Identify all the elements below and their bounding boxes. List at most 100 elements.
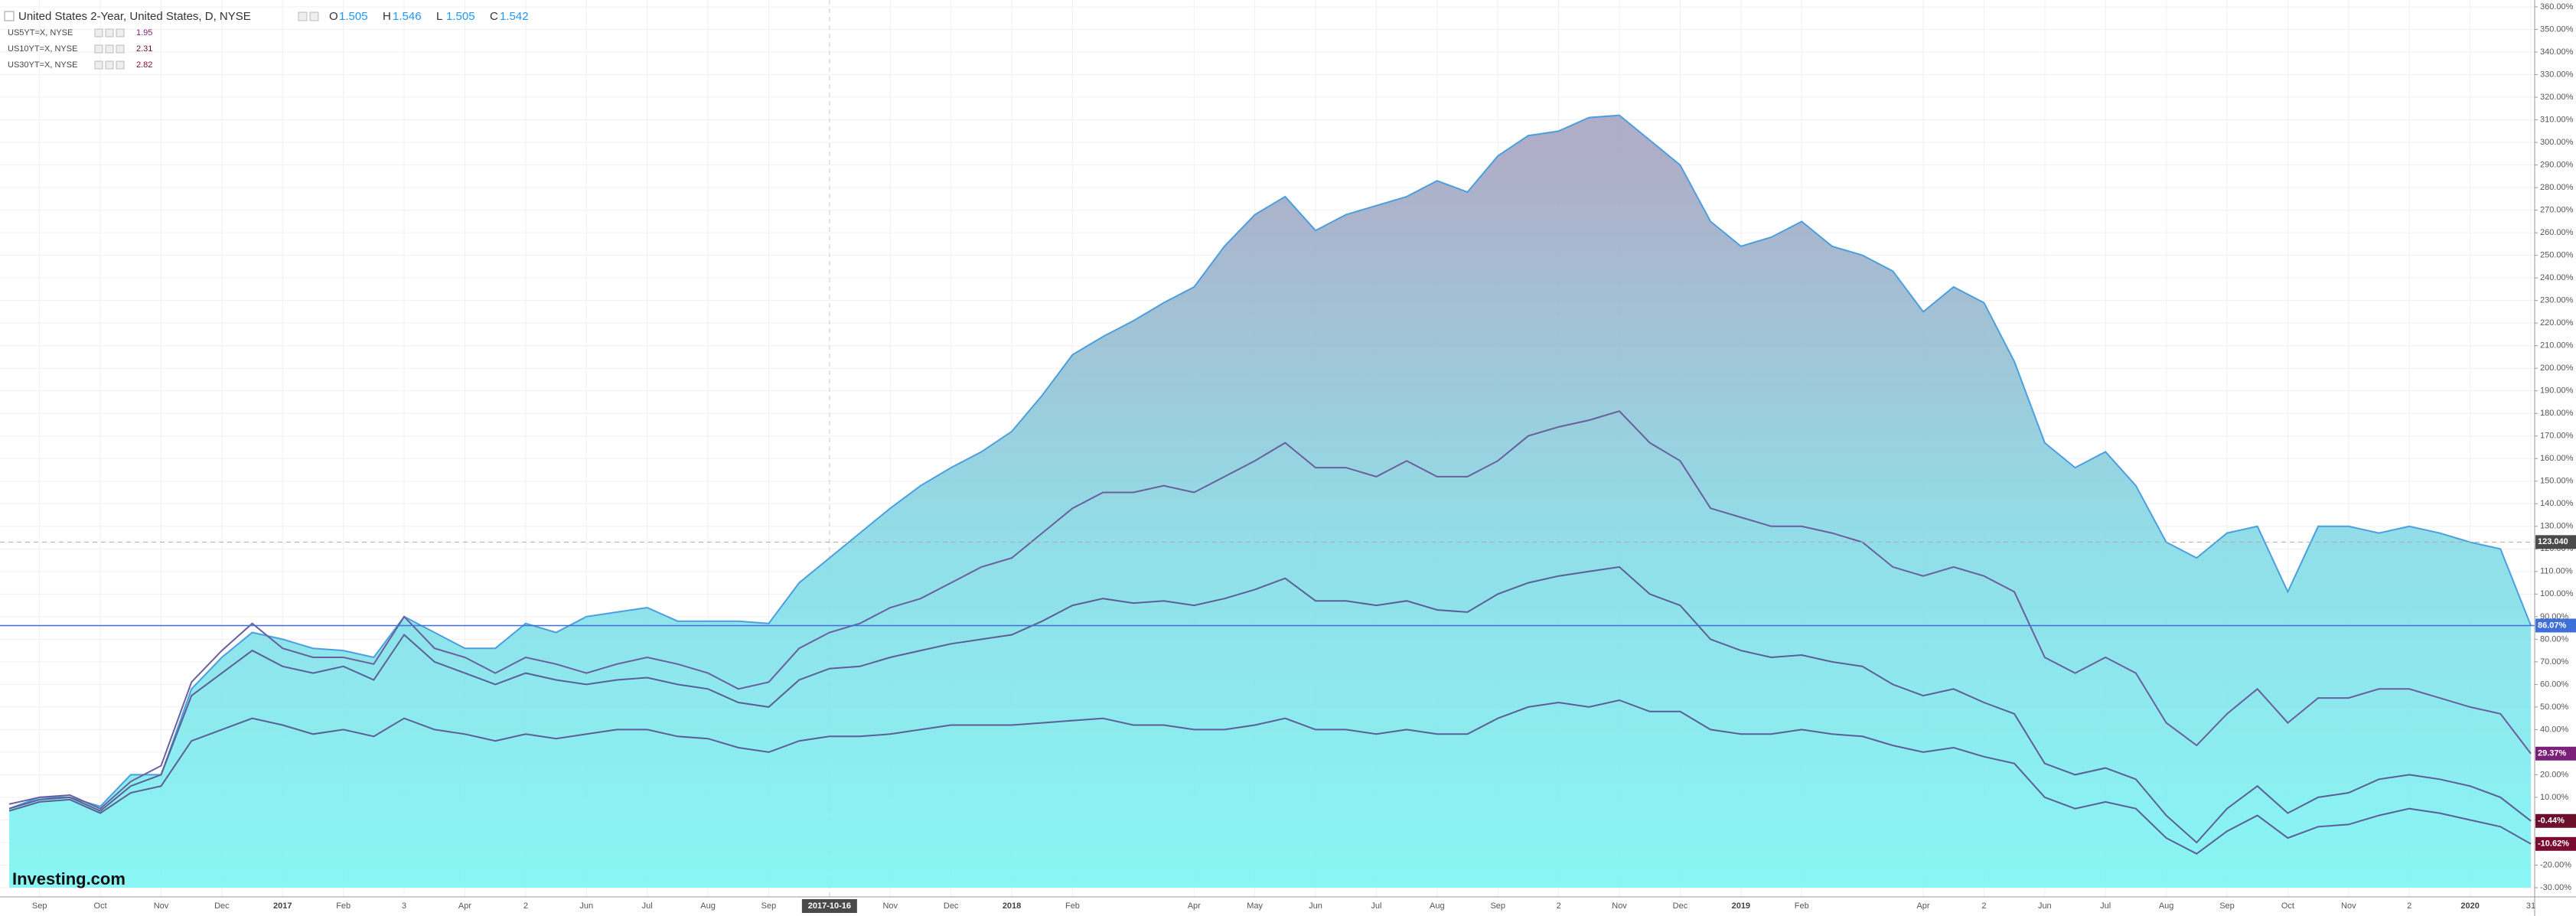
y-tick-label: 50.00%: [2540, 702, 2569, 712]
last-value-label: -10.62%: [2538, 839, 2569, 849]
collapse-button[interactable]: [4, 11, 15, 21]
ohlc-value: 1.505: [339, 10, 368, 23]
legend-icon[interactable]: [94, 60, 103, 70]
x-tick-label: Jul: [1371, 901, 1381, 911]
y-tick-label: 360.00%: [2540, 2, 2574, 11]
y-tick-label: 240.00%: [2540, 273, 2574, 282]
y-tick-label: 210.00%: [2540, 341, 2574, 350]
last-value-label: 86.07%: [2538, 621, 2567, 630]
x-tick-label: Jul: [642, 901, 653, 911]
last-value-box: [2535, 618, 2576, 633]
x-tick-label: Jun: [579, 901, 593, 911]
x-tick-label: Dec: [1673, 901, 1688, 911]
x-tick-label: Nov: [882, 901, 898, 911]
x-tick-label: 2: [1981, 901, 1986, 911]
logo: Investing.com: [12, 869, 126, 888]
y-tick-label: 110.00%: [2540, 567, 2573, 576]
x-tick-label: Aug: [2159, 901, 2174, 911]
legend-icon[interactable]: [116, 44, 125, 54]
x-tick-label: Nov: [1612, 901, 1627, 911]
y-tick-label: 180.00%: [2540, 409, 2574, 418]
legend-icon[interactable]: [94, 28, 103, 37]
legend-icon[interactable]: [94, 44, 103, 54]
legend-icon[interactable]: [309, 11, 319, 21]
y-tick-label: 230.00%: [2540, 296, 2574, 305]
x-tick-label: Dec: [214, 901, 230, 911]
legend-icon[interactable]: [105, 44, 114, 54]
y-tick-label: 290.00%: [2540, 160, 2574, 169]
y-tick-label: 190.00%: [2540, 386, 2574, 396]
ohlc-name: O: [329, 10, 338, 23]
y-tick-label: 340.00%: [2540, 47, 2574, 57]
last-value-label: -0.44%: [2538, 817, 2565, 826]
y-tick-label: 250.00%: [2540, 251, 2574, 260]
legend-icon[interactable]: [116, 60, 125, 70]
legend-value: 1.95: [136, 28, 152, 37]
x-tick-label: 2019: [1732, 901, 1750, 911]
x-tick-label: 3: [402, 901, 406, 911]
x-tick-label: Apr: [1916, 901, 1929, 911]
area: [9, 115, 2531, 888]
ohlc-value: 1.542: [500, 10, 529, 23]
x-tick-label: Nov: [154, 901, 169, 911]
y-tick-label: 150.00%: [2540, 477, 2574, 486]
legend-icon[interactable]: [105, 28, 114, 37]
y-tick-label: 220.00%: [2540, 318, 2574, 328]
x-tick-label: Sep: [2219, 901, 2235, 911]
legend-value: 2.31: [136, 44, 152, 54]
ohlc-name: L: [436, 10, 442, 23]
y-tick-label: 260.00%: [2540, 228, 2574, 237]
y-tick-label: -30.00%: [2540, 883, 2571, 892]
x-tick-label: Sep: [32, 901, 47, 911]
line: [8, 410, 2532, 810]
x-tick-label: 2020: [2460, 901, 2479, 911]
crosshair-label: 123.040: [2538, 537, 2568, 546]
y-tick-label: 130.00%: [2540, 522, 2574, 531]
legend-value: 2.82: [136, 60, 152, 70]
last-value-label: 29.37%: [2538, 749, 2567, 758]
x-tick-label: 2: [2407, 901, 2411, 911]
x-tick-label: Oct: [94, 901, 107, 911]
ohlc-name: C: [490, 10, 498, 23]
y-tick-label: 200.00%: [2540, 363, 2574, 373]
y-tick-label: 80.00%: [2540, 634, 2569, 644]
y-tick-label: 10.00%: [2540, 793, 2569, 802]
crosshair-x-box: [801, 899, 857, 913]
x-tick-label: 31: [2526, 901, 2535, 911]
x-tick-label: Aug: [700, 901, 716, 911]
x-tick-label: 2017: [273, 901, 292, 911]
y-tick-label: 330.00%: [2540, 70, 2574, 79]
x-tick-label: 2017-10-16: [808, 901, 851, 911]
y-tick-label: 270.00%: [2540, 206, 2574, 215]
y-tick-label: 300.00%: [2540, 138, 2574, 147]
legend-entry: US5YT=X, NYSE: [8, 28, 73, 37]
last-value-box: [2535, 746, 2576, 761]
legend-entry: US30YT=X, NYSE: [8, 60, 77, 70]
legend-icon[interactable]: [116, 28, 125, 37]
last-value-box: [2535, 836, 2576, 851]
x-tick-label: Apr: [1188, 901, 1201, 911]
area-line: [8, 114, 2532, 810]
x-tick-label: 2018: [1003, 901, 1021, 911]
y-tick-label: 20.00%: [2540, 770, 2569, 779]
line: [8, 566, 2532, 844]
legend-entry: US10YT=X, NYSE: [8, 44, 77, 54]
x-tick-label: Jul: [2100, 901, 2111, 911]
legend-icon[interactable]: [105, 60, 114, 70]
y-tick-label: 70.00%: [2540, 657, 2569, 667]
x-tick-label: Nov: [2341, 901, 2356, 911]
legend-icon[interactable]: [298, 11, 308, 21]
x-tick-label: Sep: [1490, 901, 1505, 911]
ohlc-name: H: [383, 10, 391, 23]
ohlc-value: 1.505: [446, 10, 475, 23]
x-tick-label: Feb: [1065, 901, 1080, 911]
legend-title: United States 2-Year, United States, D, …: [18, 10, 251, 23]
ohlc-value: 1.546: [393, 10, 422, 23]
line: [8, 699, 2532, 855]
y-tick-label: -20.00%: [2540, 860, 2571, 869]
plot: [0, 114, 2535, 888]
y-tick-label: 100.00%: [2540, 589, 2574, 598]
x-tick-label: Feb: [336, 901, 351, 911]
